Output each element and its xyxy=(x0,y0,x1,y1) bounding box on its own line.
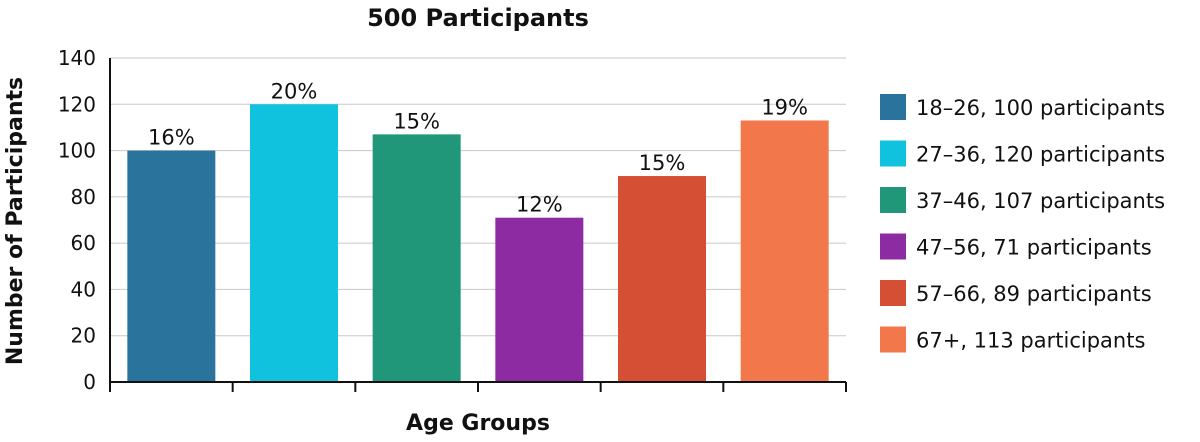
y-axis-title: Number of Participants xyxy=(3,77,28,365)
y-tick-label: 20 xyxy=(71,324,96,348)
y-tick-label: 40 xyxy=(71,277,96,301)
y-tick-label: 120 xyxy=(58,92,96,116)
legend-label: 18–26, 100 participants xyxy=(916,96,1165,120)
bar xyxy=(372,134,461,382)
legend-swatch xyxy=(880,280,906,306)
bar xyxy=(618,176,706,382)
x-axis-title: Age Groups xyxy=(406,411,550,436)
legend-label: 47–56, 71 participants xyxy=(916,236,1152,260)
legend-label: 27–36, 120 participants xyxy=(916,143,1165,167)
bar-data-label: 20% xyxy=(271,79,318,103)
bar xyxy=(495,217,584,382)
y-tick-label: 80 xyxy=(71,185,96,209)
bar xyxy=(740,120,829,382)
y-tick-label: 100 xyxy=(58,139,96,163)
chart-title: 500 Participants xyxy=(367,4,589,32)
legend-swatch xyxy=(880,233,906,260)
bar-data-label: 15% xyxy=(639,151,686,175)
gridlines xyxy=(110,57,846,383)
legend-swatch xyxy=(880,94,906,120)
bar-data-label: 16% xyxy=(148,126,195,150)
legend: 18–26, 100 participants 27–36, 120 partic… xyxy=(880,94,1165,353)
legend-label: 37–46, 107 participants xyxy=(916,189,1165,213)
legend-swatch xyxy=(880,140,906,167)
y-tick-label: 0 xyxy=(83,370,96,394)
legend-swatch xyxy=(880,326,906,353)
bar-data-label: 15% xyxy=(393,109,440,133)
bar-data-label: 12% xyxy=(516,193,563,217)
y-tick-label: 140 xyxy=(58,46,96,70)
bars: 16% 20% 15% 12% 15% 19% xyxy=(127,79,829,383)
legend-swatch xyxy=(880,187,906,213)
x-axis xyxy=(109,381,847,392)
legend-label: 57–66, 89 participants xyxy=(916,282,1152,306)
y-axis: 0 20 40 60 80 100 120 140 xyxy=(58,46,111,394)
legend-label: 67+, 113 participants xyxy=(916,329,1145,353)
bar xyxy=(250,104,338,383)
bar xyxy=(127,150,216,382)
bar-data-label: 19% xyxy=(761,95,808,119)
y-tick-label: 60 xyxy=(71,231,96,255)
